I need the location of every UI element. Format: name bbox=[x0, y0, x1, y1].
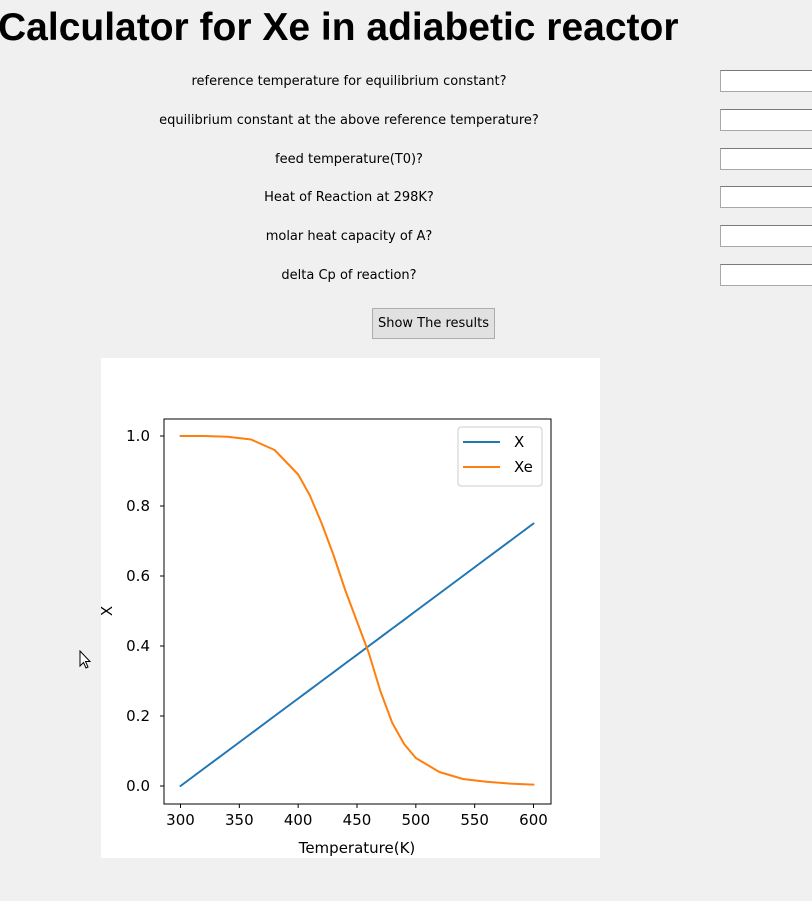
y-tick-label: 0.4 bbox=[126, 637, 150, 655]
app-title: Calculator for Xe in adiabetic reactor bbox=[0, 6, 679, 49]
x-tick-label: 600 bbox=[519, 811, 548, 829]
x-tick-label: 300 bbox=[166, 811, 195, 829]
plot-canvas: 300 350 400 450 500 550 600 0.0 0.2 0.4 0.6 0.8 1.0… bbox=[101, 358, 600, 858]
y-ticks: 0.0 0.2 0.4 0.6 0.8 1.0 bbox=[126, 427, 164, 795]
series-line-xe bbox=[179, 435, 535, 786]
legend-label-xe: Xe bbox=[514, 458, 533, 476]
y-tick-label: 1.0 bbox=[126, 427, 150, 445]
show-results-button[interactable]: Show The results bbox=[372, 308, 495, 339]
field-label-reference-temperature: reference temperature for equilibrium co… bbox=[191, 74, 507, 89]
y-axis-label: X bbox=[101, 606, 116, 616]
x-tick-label: 450 bbox=[343, 811, 372, 829]
field-label-equilibrium-constant: equilibrium constant at the above refere… bbox=[159, 113, 539, 128]
delta-cp-input[interactable] bbox=[720, 264, 812, 286]
equilibrium-constant-input[interactable] bbox=[720, 109, 812, 131]
field-label-heat-of-reaction: Heat of Reaction at 298K? bbox=[264, 190, 434, 205]
mouse-pointer-icon bbox=[79, 650, 92, 669]
y-tick-label: 0.8 bbox=[126, 497, 150, 515]
legend-box bbox=[457, 426, 543, 487]
x-tick-label: 350 bbox=[225, 811, 254, 829]
plot-lines bbox=[179, 435, 535, 787]
field-label-delta-cp: delta Cp of reaction? bbox=[281, 268, 417, 283]
molar-heat-capacity-input[interactable] bbox=[720, 225, 812, 247]
y-tick-label: 0.2 bbox=[126, 707, 150, 725]
feed-temperature-input[interactable] bbox=[720, 148, 812, 170]
series-line-x bbox=[179, 522, 535, 787]
reference-temperature-input[interactable] bbox=[720, 70, 812, 92]
y-tick-label: 0.0 bbox=[126, 777, 150, 795]
heat-of-reaction-input[interactable] bbox=[720, 186, 812, 208]
xe-chart: 300 350 400 450 500 550 600 0.0 0.2 0.4 0.6 0.8 1.0… bbox=[101, 418, 552, 857]
x-tick-label: 550 bbox=[460, 811, 489, 829]
x-axis-label: Temperature(K) bbox=[298, 839, 416, 857]
x-tick-label: 500 bbox=[402, 811, 431, 829]
chart-legend: X Xe bbox=[457, 426, 543, 487]
field-label-feed-temperature: feed temperature(T0)? bbox=[275, 152, 423, 167]
y-tick-label: 0.6 bbox=[126, 567, 150, 585]
x-ticks: 300 350 400 450 500 550 600 bbox=[166, 804, 548, 829]
x-tick-label: 400 bbox=[284, 811, 313, 829]
field-label-molar-heat-capacity: molar heat capacity of A? bbox=[265, 229, 433, 244]
legend-label-x: X bbox=[514, 433, 524, 451]
